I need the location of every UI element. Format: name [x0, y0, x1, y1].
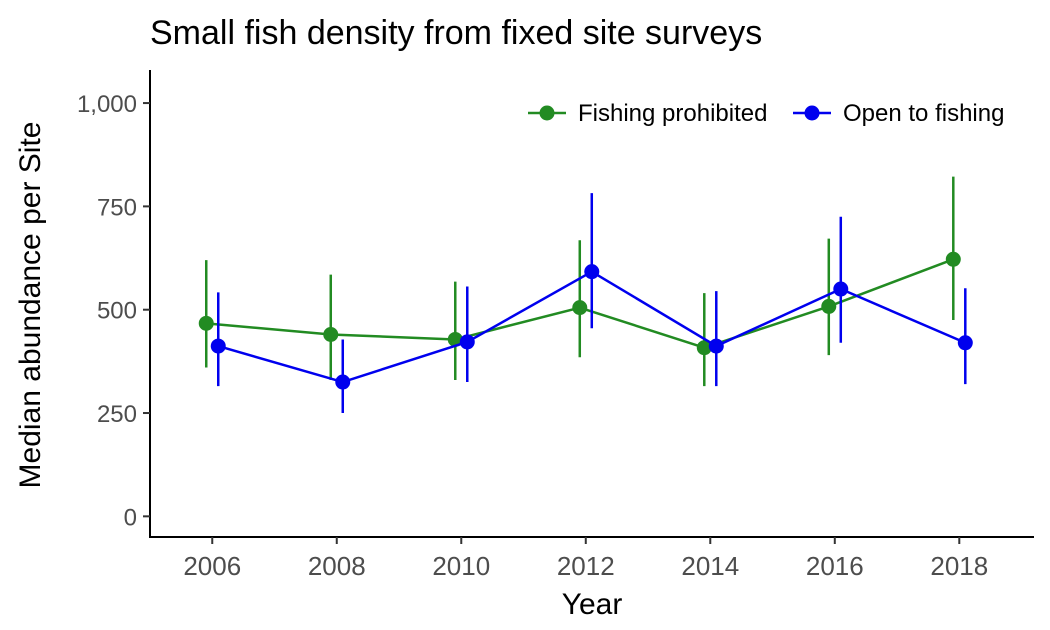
data-point [210, 338, 226, 354]
legend: Fishing prohibited Open to fishing [528, 100, 1004, 127]
y-tick-label: 500 [97, 298, 137, 325]
plot-area [198, 176, 973, 414]
chart-title: Small fish density from fixed site surve… [150, 14, 762, 52]
x-tick-label: 2018 [930, 551, 988, 581]
x-tick-label: 2006 [183, 551, 241, 581]
legend-label: Open to fishing [843, 100, 1004, 127]
x-tick-label: 2008 [308, 551, 366, 581]
data-point [957, 335, 973, 351]
legend-label: Fishing prohibited [578, 100, 767, 127]
data-point [833, 281, 849, 297]
series-open-to-fishing [210, 193, 973, 414]
x-tick-label: 2012 [557, 551, 615, 581]
data-point [584, 264, 600, 280]
x-tick-label: 2016 [806, 551, 864, 581]
data-point [198, 315, 214, 331]
data-point [323, 326, 339, 342]
data-point [696, 340, 712, 356]
data-point [459, 334, 475, 350]
data-point [447, 331, 463, 347]
data-point [708, 338, 724, 354]
series-fishing-prohibited [198, 176, 961, 387]
x-tick-label: 2010 [432, 551, 490, 581]
y-tick-label: 1,000 [77, 91, 137, 118]
legend-item: Open to fishing [793, 100, 1004, 127]
y-tick-label: 750 [97, 194, 137, 221]
legend-marker [804, 105, 820, 121]
y-tick-label: 0 [124, 504, 137, 531]
legend-marker [539, 105, 555, 121]
data-point [821, 298, 837, 314]
legend-item: Fishing prohibited [528, 100, 767, 127]
data-point [572, 300, 588, 316]
data-point [945, 251, 961, 267]
y-axis-ticks: 0 250 500 750 1,000 [77, 91, 150, 531]
x-tick-label: 2014 [681, 551, 739, 581]
x-axis-title: Year [562, 588, 623, 621]
x-axis-ticks: 2006 2008 2010 2012 2014 2016 2018 [183, 537, 988, 581]
y-axis-title: Median abundance per Site [14, 122, 47, 489]
data-point [335, 374, 351, 390]
y-tick-label: 250 [97, 401, 137, 428]
